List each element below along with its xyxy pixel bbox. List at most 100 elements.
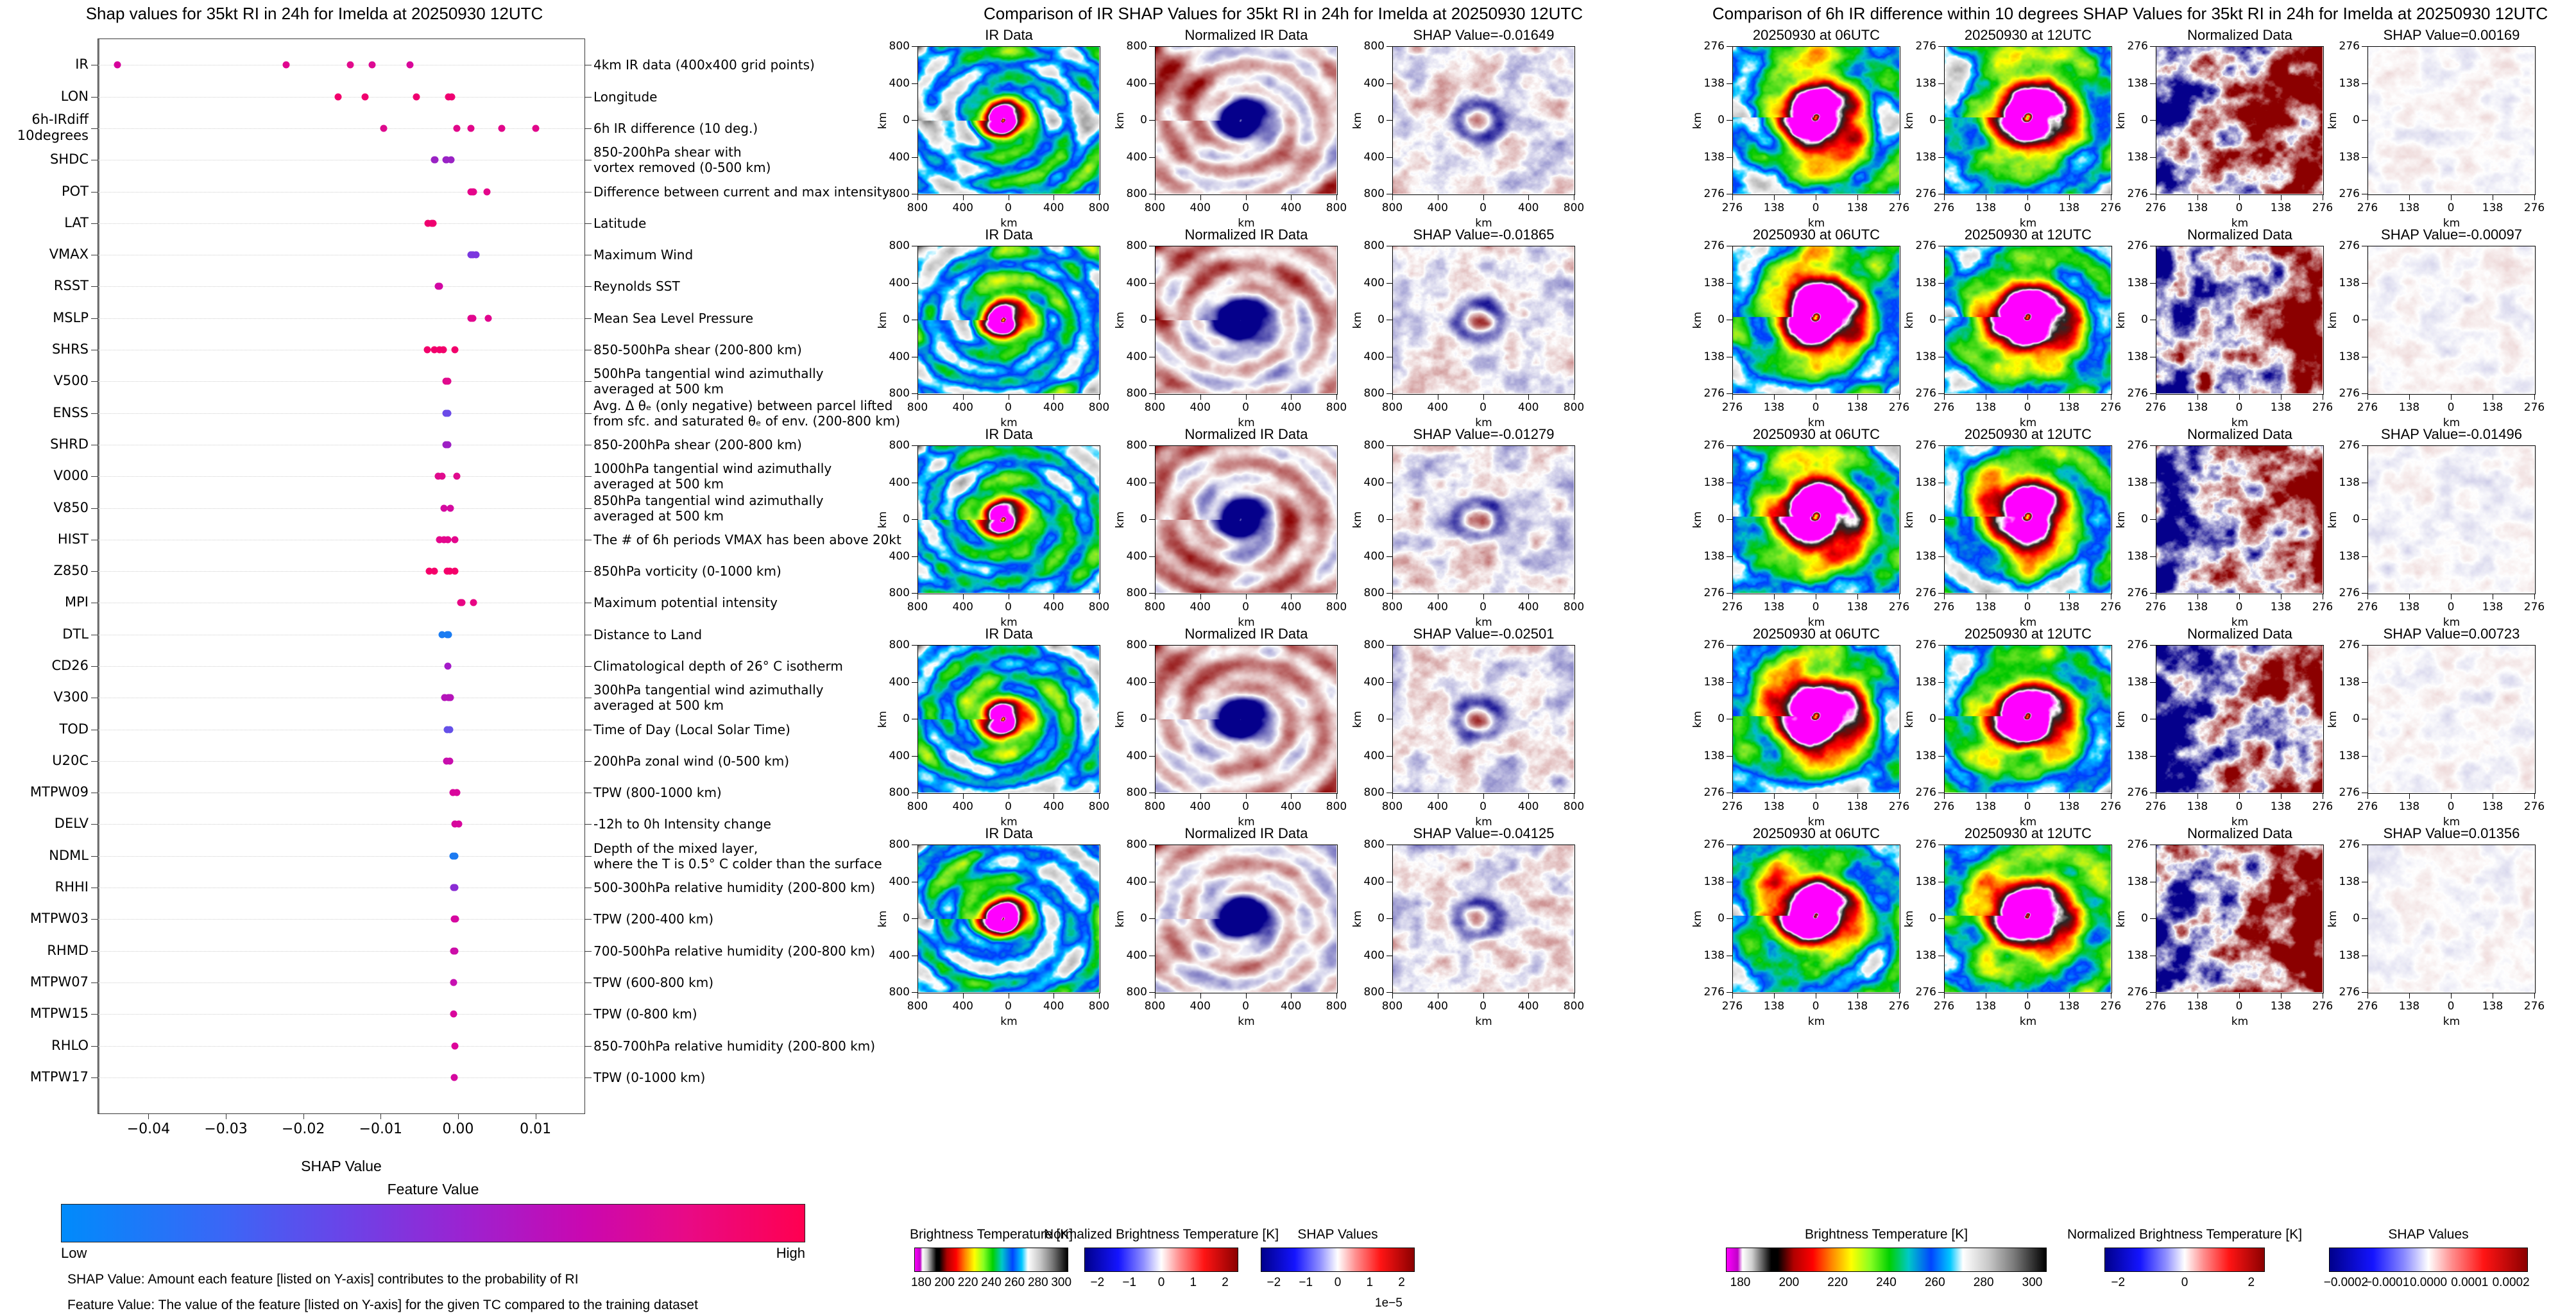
image-x-tick-label: 400 [1281,202,1302,214]
image-y-tick [1386,918,1392,919]
feature-value-colorbar-title: Feature Value [387,1181,479,1197]
image-y-tick-label: 138 [1703,675,1725,689]
colorbar-high-label: High [776,1245,805,1261]
shap-feature-label: V300 [53,689,89,705]
colorbar [1084,1248,1238,1272]
image-y-axis-unit: km [876,112,889,130]
image-x-tick-label: 276 [1721,800,1743,813]
image-y-tick [912,992,917,993]
image-y-tick-label: 138 [1703,549,1725,563]
shap-row-gridline [98,919,584,920]
shap-feature-description: 300hPa tangential wind azimuthally avera… [593,682,824,714]
image-x-tick [1392,195,1393,200]
image-x-tick-label: 276 [2312,401,2333,414]
image-x-tick-label: 400 [1518,601,1539,614]
shap-dot [438,631,446,639]
image-x-tick [962,594,964,599]
image-x-axis-unit: km [2231,1015,2249,1028]
shap-feature-description: TPW (600-800 km) [593,974,714,990]
shap-feature-description: 850-500hPa shear (200-800 km) [593,342,802,358]
image-x-tick-label: 138 [2187,202,2208,214]
shap-right-tick [584,950,592,952]
image-x-tick-label: 0 [1242,601,1249,614]
shap-feature-description: 850-700hPa relative humidity (200-800 km… [593,1038,876,1054]
cell-shap-value-title: SHAP Value=-0.04125 [1413,825,1555,841]
image-y-tick-label: 276 [1703,986,1725,999]
image-y-tick [2150,593,2156,594]
image-y-tick-label: 276 [1703,187,1725,200]
image-x-tick [2367,195,2368,200]
image-x-tick [1483,794,1484,799]
image-x-tick-label: 0 [1242,401,1249,414]
image-y-tick [2362,46,2367,47]
image-y-tick-label: 276 [2127,639,2148,651]
image-y-tick-label: 138 [1703,76,1725,90]
image-y-tick-label: 276 [2339,239,2360,252]
image-x-tick-label: 138 [2270,601,2292,614]
image-x-tick [2281,594,2282,599]
image-x-tick-label: 276 [2100,800,2122,813]
image-x-tick-label: 276 [2100,1000,2122,1013]
image-x-tick-label: 0 [2235,401,2243,414]
image-y-tick-label: 138 [1915,350,1936,363]
image-x-tick [1528,395,1530,400]
image-y-tick-label: 0 [1718,114,1725,126]
image-x-tick-label: 400 [1518,202,1539,214]
shap-feature-description: 4km IR data (400x400 grid points) [593,57,815,73]
image-x-tick-label: 138 [1847,800,1868,813]
image-x-tick-label: 276 [1933,800,1955,813]
image-y-tick [1149,755,1155,757]
image-y-tick [912,519,917,520]
image-y-tick-label: 138 [1703,875,1725,888]
image-x-tick-label: 800 [1326,401,1347,414]
cell-title: 20250930 at 12UTC [1964,825,2092,841]
image-x-tick-label: 800 [1381,601,1403,614]
colorbar-tick-label: 280 [1973,1276,1994,1289]
shap-right-tick [584,413,592,414]
image-y-tick-label: 276 [2339,439,2360,452]
image-x-tick-label: 400 [1043,202,1064,214]
image-y-tick-label: 800 [889,986,910,999]
shap-row-gridline [98,318,584,319]
shap-dot [438,472,446,480]
image-x-tick-label: 276 [2145,601,2167,614]
image-x-tick-label: 400 [1190,401,1211,414]
image-y-tick-label: 0 [1140,313,1147,326]
shap-dot [451,852,459,860]
shap-dot [436,282,443,290]
cell-title: Normalized Data [2187,426,2292,442]
shap-x-axis-label: SHAP Value [301,1158,382,1174]
image-x-tick-label: 276 [2312,202,2333,214]
image-y-tick [1149,992,1155,993]
image-y-tick [1386,157,1392,158]
image-y-tick [912,556,917,557]
image-x-tick-label: 0 [1480,202,1487,214]
shap-dot [451,820,459,828]
image-y-tick [912,593,917,594]
shap-feature-label: ENSS [53,404,89,420]
image-x-tick-label: 276 [2523,601,2545,614]
image-x-axis-unit: km [2019,217,2037,230]
shap-feature-description: TPW (200-400 km) [593,911,714,927]
cell-title: Normalized Data [2187,825,2292,841]
colorbar-tick-label: 2 [2248,1276,2255,1289]
image-x-tick-label: 800 [1563,800,1585,813]
image-x-tick [1245,195,1247,200]
colorbar-tick-label: 0.0001 [2451,1276,2489,1289]
image-x-axis-unit: km [2019,616,2037,629]
image-y-tick-label: 0 [1378,912,1385,925]
image-x-tick [1857,195,1858,200]
image-x-tick-label: 0 [2024,601,2031,614]
image-x-axis-unit: km [2231,616,2249,629]
image-y-tick-label: 400 [1363,675,1385,689]
image-x-tick [1483,395,1484,400]
image-x-tick [2239,195,2240,200]
image-y-tick-label: 276 [1703,387,1725,400]
colorbar-tick-label: −2 [1267,1276,1281,1289]
colorbar-tick-label: 0 [1334,1276,1342,1289]
image-x-axis-unit: km [2019,1015,2037,1028]
image-y-tick [2150,519,2156,520]
satellite-image-cell [2367,445,2536,594]
colorbar [914,1248,1068,1272]
shap-y-tick [91,318,98,319]
